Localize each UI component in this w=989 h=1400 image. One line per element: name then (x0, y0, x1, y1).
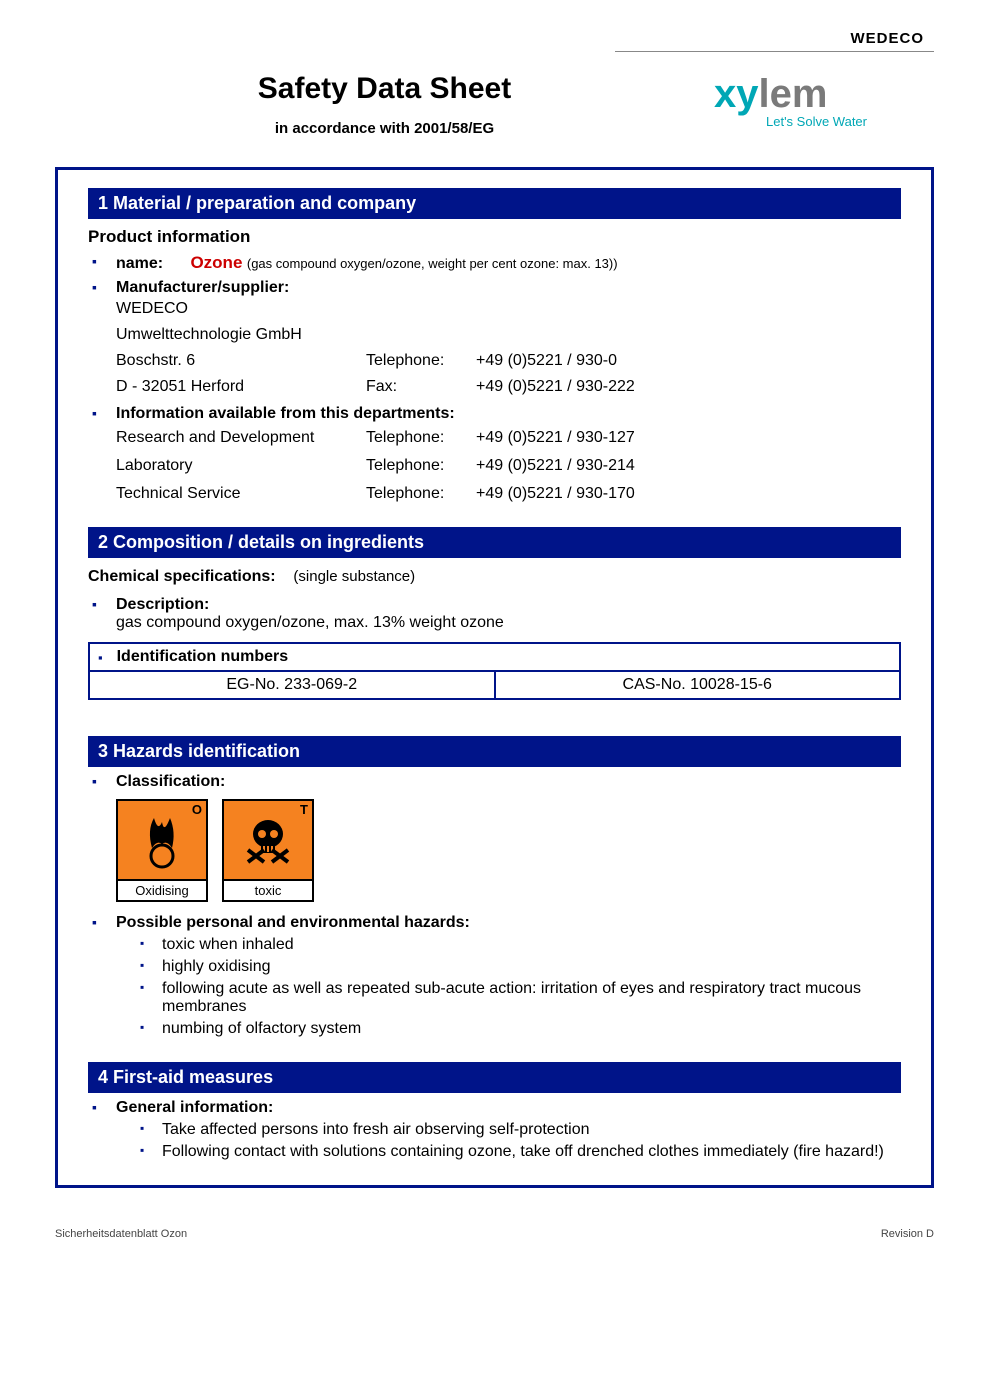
hz2-label: toxic (224, 879, 312, 900)
hazard-3: numbing of olfactory system (140, 1020, 901, 1038)
firstaid-0: Take affected persons into fresh air obs… (140, 1121, 901, 1139)
dept-label: Information available from this departme… (116, 405, 901, 423)
section-2-header: 2 Composition / details on ingredients (88, 527, 901, 558)
logo-xylem: xylem (714, 74, 934, 114)
manufacturer-item: Manufacturer/supplier: WEDECO Umwelttech… (88, 279, 901, 399)
section-4-header: 4 First-aid measures (88, 1062, 901, 1093)
logo-block: xylem Let's Solve Water (714, 64, 934, 129)
section-2: Chemical specifications: (single substan… (58, 568, 931, 632)
chem-spec: Chemical specifications: (single substan… (88, 568, 901, 586)
header-row: Safety Data Sheet in accordance with 200… (55, 64, 934, 137)
id-table-row: EG-No. 233-069-2 CAS-No. 10028-15-6 (90, 672, 899, 698)
mfr-label: Manufacturer/supplier: (116, 279, 901, 297)
hz1-letter: O (192, 802, 202, 817)
name-note: (gas compound oxygen/ozone, weight per c… (247, 256, 618, 271)
desc-item: Description: gas compound oxygen/ozone, … (88, 596, 901, 632)
tel-label: Telephone: (366, 349, 476, 373)
section-3: Classification: O Oxidising (58, 773, 931, 1038)
desc-text: gas compound oxygen/ozone, max. 13% weig… (116, 614, 901, 632)
mfr-line-0: WEDECO (116, 297, 366, 321)
section-1-header: 1 Material / preparation and company (88, 188, 901, 219)
dept-grid: Research and Development Telephone: +49 … (116, 429, 901, 503)
gen-label: General information: (116, 1099, 901, 1117)
id-table: Identification numbers EG-No. 233-069-2 … (88, 642, 901, 700)
chem-label: Chemical specifications: (88, 568, 276, 585)
firstaid-1: Following contact with solutions contain… (140, 1143, 901, 1161)
name-label: name: (116, 255, 186, 273)
dept-2-label: Telephone: (366, 485, 476, 503)
content-frame: 1 Material / preparation and company Pro… (55, 167, 934, 1188)
dept-1-value: +49 (0)5221 / 930-214 (476, 457, 901, 475)
flame-icon (132, 810, 192, 870)
dept-1-label: Telephone: (366, 457, 476, 475)
fax-label: Fax: (366, 375, 476, 399)
title-block: Safety Data Sheet in accordance with 200… (55, 64, 714, 137)
page: WEDECO Safety Data Sheet in accordance w… (0, 0, 989, 1208)
logo-tagline: Let's Solve Water (766, 114, 934, 129)
name-value: Ozone (190, 253, 242, 272)
footer-right: Revision D (881, 1228, 934, 1240)
footer-left: Sicherheitsdatenblatt Ozon (55, 1228, 187, 1240)
logo-xy: xy (714, 72, 759, 116)
cas-cell: CAS-No. 10028-15-6 (496, 672, 900, 698)
dept-0-label: Telephone: (366, 429, 476, 447)
hazard-0: toxic when inhaled (140, 936, 901, 954)
hazard-oxidising: O Oxidising (116, 799, 208, 902)
desc-label: Description: (116, 596, 901, 614)
id-label: Identification numbers (117, 648, 289, 666)
doc-title: Safety Data Sheet (55, 72, 714, 106)
name-row: name: Ozone (gas compound oxygen/ozone, … (88, 253, 901, 273)
hazard-1: highly oxidising (140, 958, 901, 976)
dept-item: Information available from this departme… (88, 405, 901, 503)
fax-value: +49 (0)5221 / 930-222 (476, 375, 901, 399)
section-4: General information: Take affected perso… (58, 1099, 931, 1161)
hz1-label: Oxidising (118, 879, 206, 900)
skull-icon (240, 812, 296, 868)
brand-top: WEDECO (615, 30, 934, 52)
gen-info-item: General information: Take affected perso… (88, 1099, 901, 1161)
classification-item: Classification: (88, 773, 901, 791)
dept-0-value: +49 (0)5221 / 930-127 (476, 429, 901, 447)
dept-1-name: Laboratory (116, 457, 366, 475)
hazard-icons: O Oxidising T (116, 799, 901, 902)
eg-cell: EG-No. 233-069-2 (90, 672, 496, 698)
hazard-toxic: T (222, 799, 314, 902)
class-label: Classification: (116, 773, 901, 791)
dept-2-name: Technical Service (116, 485, 366, 503)
hazards-label: Possible personal and environmental haza… (116, 914, 901, 932)
tel-value: +49 (0)5221 / 930-0 (476, 349, 901, 373)
hazards-item: Possible personal and environmental haza… (88, 914, 901, 1038)
mfr-line-3: D - 32051 Herford (116, 375, 366, 399)
chem-note: (single substance) (293, 568, 415, 585)
dept-0-name: Research and Development (116, 429, 366, 447)
section-3-header: 3 Hazards identification (88, 736, 901, 767)
mfr-grid: WEDECO Umwelttechnologie GmbH Boschstr. … (116, 297, 901, 399)
mfr-line-1: Umwelttechnologie GmbH (116, 323, 366, 347)
mfr-line-2: Boschstr. 6 (116, 349, 366, 373)
section-1: Product information name: Ozone (gas com… (58, 227, 931, 503)
hz2-letter: T (300, 802, 308, 817)
id-table-head: Identification numbers (90, 644, 899, 672)
dept-2-value: +49 (0)5221 / 930-170 (476, 485, 901, 503)
doc-subtitle: in accordance with 2001/58/EG (55, 120, 714, 137)
product-info-heading: Product information (88, 227, 901, 247)
hazard-2: following acute as well as repeated sub-… (140, 980, 901, 1016)
footer: Sicherheitsdatenblatt Ozon Revision D (0, 1208, 989, 1240)
logo-lem: lem (759, 72, 828, 116)
